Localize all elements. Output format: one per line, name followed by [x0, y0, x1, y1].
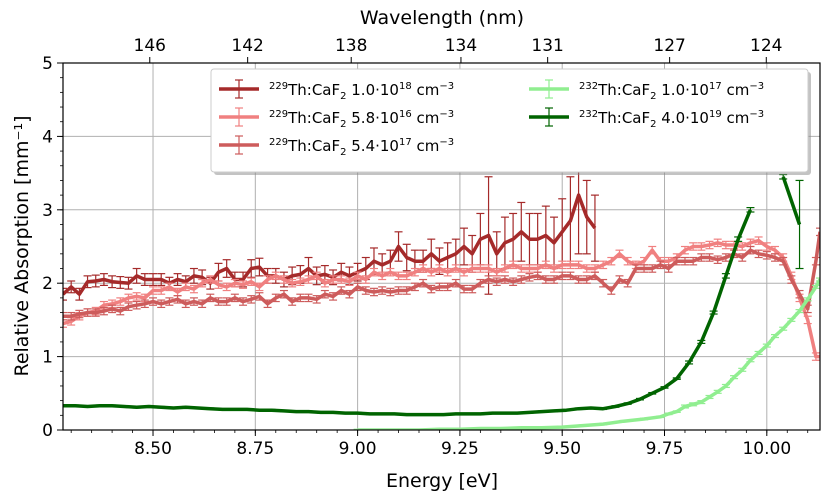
- series-4: [63, 206, 755, 417]
- legend-label: 232Th:CaF2 1.0·1017 cm−3: [579, 81, 764, 102]
- legend-label-part: 1.0·10: [347, 81, 399, 99]
- legend-item: 229Th:CaF2 1.0·1018 cm−3: [219, 79, 454, 102]
- legend-label-part: 17: [399, 137, 412, 148]
- legend-label-part: cm: [412, 137, 440, 155]
- legend-label-part: 5.8·10: [347, 109, 399, 127]
- legend-label-part: 4.0·10: [657, 109, 709, 127]
- top-tick-label: 142: [231, 36, 263, 56]
- legend-label-part: −3: [439, 137, 454, 148]
- y-tick-label: 4: [42, 127, 53, 147]
- top-tick-label: 134: [445, 36, 477, 56]
- legend-label-part: 2: [340, 119, 346, 130]
- legend-label-part: 17: [709, 81, 722, 92]
- series-5: [779, 173, 804, 270]
- series-0: [63, 135, 599, 301]
- legend-label-part: cm: [412, 109, 440, 127]
- x-tick-label: 8.50: [134, 439, 172, 459]
- series-2: [63, 227, 820, 321]
- series-line: [781, 176, 802, 226]
- legend-label: 229Th:CaF2 1.0·1018 cm−3: [269, 81, 454, 102]
- legend-label-part: 229: [269, 137, 288, 148]
- legend-label-part: 5.4·10: [347, 137, 399, 155]
- top-tick-label: 124: [750, 36, 782, 56]
- legend-label-part: Th:CaF: [287, 81, 340, 99]
- legend-label-part: −3: [749, 81, 764, 92]
- legend-label-part: Th:CaF: [287, 109, 340, 127]
- legend-label: 232Th:CaF2 4.0·1019 cm−3: [579, 109, 764, 130]
- series-line: [63, 238, 820, 359]
- x-tick-label: 10.00: [742, 439, 791, 459]
- legend-label: 229Th:CaF2 5.8·1016 cm−3: [269, 109, 454, 130]
- axes: 8.50 8.75 9.00 9.25 9.50 9.75 10.00 0 1 2 3 4 5 146 14…: [42, 36, 821, 459]
- x-tick-label: 9.00: [339, 439, 377, 459]
- legend-label: 229Th:CaF2 5.4·1017 cm−3: [269, 137, 454, 158]
- plot-area: [63, 135, 820, 430]
- legend-label-part: Th:CaF: [597, 81, 650, 99]
- legend-label-part: Th:CaF: [287, 137, 340, 155]
- x-axis-title: Energy [eV]: [386, 470, 498, 492]
- legend-label-part: cm: [722, 81, 750, 99]
- legend-label-part: cm: [412, 81, 440, 99]
- x-tick-label: 9.75: [646, 439, 684, 459]
- top-tick-label: 138: [335, 36, 367, 56]
- legend-label-part: 232: [579, 109, 598, 120]
- legend-item: 229Th:CaF2 5.4·1017 cm−3: [219, 135, 454, 158]
- x-tick-label: 9.50: [543, 439, 581, 459]
- y-tick-label: 0: [42, 421, 53, 441]
- y-tick-label: 1: [42, 348, 53, 368]
- legend-label-part: −3: [749, 109, 764, 120]
- top-axis-title: Wavelength (nm): [360, 7, 524, 29]
- legend-label-part: −3: [439, 109, 454, 120]
- legend-label-part: 232: [579, 81, 598, 92]
- legend-label-part: 19: [709, 109, 722, 120]
- legend-label-part: 2: [340, 91, 346, 102]
- legend-item: 229Th:CaF2 5.8·1016 cm−3: [219, 107, 454, 130]
- series-line: [63, 209, 753, 417]
- y-axis-title: Relative Absorption [mm⁻¹]: [11, 115, 33, 376]
- legend-label-part: 18: [399, 81, 412, 92]
- legend-label-part: 1.0·10: [657, 81, 709, 99]
- top-tick-label: 127: [653, 36, 685, 56]
- legend-label-part: Th:CaF: [597, 109, 650, 127]
- y-tick-label: 3: [42, 201, 53, 221]
- x-tick-label: 9.25: [441, 439, 479, 459]
- legend-label-part: 229: [269, 109, 288, 120]
- top-tick-label: 146: [134, 36, 166, 56]
- legend-label-part: 2: [340, 147, 346, 158]
- legend-label-part: 229: [269, 81, 288, 92]
- legend-label-part: 2: [650, 119, 656, 130]
- x-tick-label: 8.75: [236, 439, 274, 459]
- legend-item: 232Th:CaF2 1.0·1017 cm−3: [529, 79, 764, 102]
- series-line: [63, 193, 597, 296]
- series-3: [353, 277, 820, 430]
- top-tick-label: 131: [531, 36, 563, 56]
- plot-frame: [62, 62, 821, 431]
- legend-box: [210, 68, 809, 173]
- legend-item: 232Th:CaF2 4.0·1019 cm−3: [529, 107, 764, 130]
- legend-label-part: cm: [722, 109, 750, 127]
- series-line: [357, 278, 820, 430]
- legend-label-part: 2: [650, 91, 656, 102]
- series-line: [63, 231, 820, 318]
- legend-label-part: 16: [399, 109, 412, 120]
- y-tick-label: 5: [42, 54, 53, 74]
- y-tick-label: 2: [42, 274, 53, 294]
- legend-label-part: −3: [439, 81, 454, 92]
